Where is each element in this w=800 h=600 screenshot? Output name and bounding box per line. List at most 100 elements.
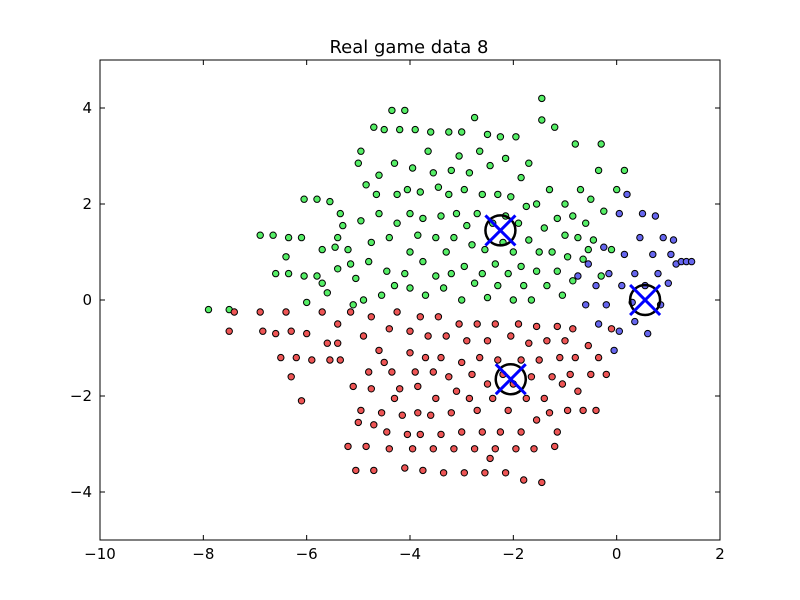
red-point bbox=[292, 353, 300, 362]
blue-point bbox=[600, 243, 608, 251]
red-point bbox=[548, 373, 556, 381]
green-point bbox=[525, 159, 533, 167]
green-point bbox=[408, 164, 417, 172]
red-point bbox=[489, 394, 497, 403]
green-point bbox=[416, 188, 424, 196]
red-point bbox=[478, 428, 486, 436]
red-point bbox=[491, 320, 499, 328]
green-point bbox=[393, 219, 401, 227]
red-point bbox=[553, 322, 561, 331]
red-point bbox=[365, 368, 373, 376]
green-point bbox=[385, 233, 393, 242]
red-point bbox=[354, 418, 362, 427]
green-point bbox=[458, 128, 466, 136]
centroid-markers bbox=[484, 214, 662, 396]
blue-point bbox=[636, 233, 644, 242]
green-point bbox=[463, 221, 471, 230]
red-point bbox=[272, 329, 280, 338]
red-point bbox=[326, 356, 334, 364]
green-point bbox=[501, 154, 510, 163]
red-point bbox=[571, 353, 579, 362]
red-point bbox=[607, 325, 616, 333]
red-point bbox=[437, 353, 445, 362]
green-point bbox=[326, 197, 334, 206]
red-point bbox=[494, 356, 502, 364]
red-point bbox=[458, 358, 466, 367]
x-tick-label: −10 bbox=[84, 545, 116, 563]
blue-point bbox=[584, 260, 592, 268]
green-point bbox=[331, 243, 339, 251]
green-point bbox=[393, 190, 401, 199]
green-point bbox=[406, 248, 414, 256]
green-point bbox=[380, 125, 388, 134]
red-point bbox=[491, 445, 499, 453]
green-point bbox=[365, 257, 373, 266]
red-point bbox=[414, 382, 422, 391]
red-point bbox=[486, 454, 494, 463]
red-point bbox=[377, 409, 386, 417]
red-point bbox=[473, 406, 481, 415]
red-point bbox=[282, 308, 290, 316]
blue-point bbox=[651, 212, 660, 220]
green-point bbox=[509, 296, 517, 304]
blue-point bbox=[615, 209, 623, 218]
green-point bbox=[403, 185, 412, 194]
red-point bbox=[388, 368, 396, 376]
green-point bbox=[561, 200, 569, 208]
green-point bbox=[401, 269, 409, 278]
red-point bbox=[367, 313, 375, 321]
green-point bbox=[468, 241, 476, 249]
green-point bbox=[300, 272, 308, 280]
red-point bbox=[434, 313, 443, 321]
red-point bbox=[561, 337, 569, 345]
green-point bbox=[607, 245, 616, 254]
green-point bbox=[553, 214, 561, 223]
green-point bbox=[406, 284, 414, 292]
blue-point bbox=[610, 346, 618, 355]
red-point bbox=[450, 445, 458, 453]
green-point bbox=[344, 245, 352, 254]
red-point bbox=[527, 373, 536, 381]
blue-point bbox=[667, 250, 675, 259]
green-point bbox=[414, 231, 422, 239]
green-point bbox=[354, 159, 362, 167]
red-point bbox=[403, 430, 412, 439]
green-point bbox=[269, 231, 277, 239]
red-point bbox=[427, 411, 435, 419]
green-point bbox=[584, 245, 592, 254]
x-tick-label: −2 bbox=[502, 545, 524, 563]
red-point bbox=[256, 308, 264, 316]
red-point bbox=[439, 469, 448, 477]
x-tick-label: −6 bbox=[296, 545, 318, 563]
blue-point bbox=[582, 301, 590, 309]
red-point bbox=[297, 397, 306, 405]
green-point bbox=[483, 130, 492, 139]
red-point bbox=[522, 394, 530, 403]
red-point bbox=[532, 416, 541, 424]
green-point bbox=[496, 133, 505, 141]
red-point bbox=[545, 409, 554, 417]
green-point bbox=[390, 159, 399, 167]
green-point bbox=[525, 236, 533, 244]
y-tick-label: 4 bbox=[82, 99, 92, 117]
red-point bbox=[390, 394, 399, 403]
green-point bbox=[388, 106, 396, 115]
red-point bbox=[556, 353, 564, 362]
green-point bbox=[421, 291, 430, 299]
green-point bbox=[504, 269, 512, 278]
red-point bbox=[447, 409, 455, 417]
red-point bbox=[419, 466, 427, 475]
green-point bbox=[406, 209, 414, 218]
green-point bbox=[579, 255, 587, 263]
red-point bbox=[569, 325, 577, 333]
centroid-circle bbox=[628, 283, 662, 317]
blue-point bbox=[620, 250, 629, 259]
green-point bbox=[476, 147, 484, 155]
green-point bbox=[447, 166, 455, 175]
y-tick-label: 2 bbox=[82, 195, 92, 213]
green-point bbox=[455, 152, 463, 160]
green-point bbox=[569, 277, 577, 285]
red-point bbox=[359, 332, 368, 340]
y-tick-label: −4 bbox=[70, 483, 92, 501]
blue-point bbox=[654, 269, 662, 278]
